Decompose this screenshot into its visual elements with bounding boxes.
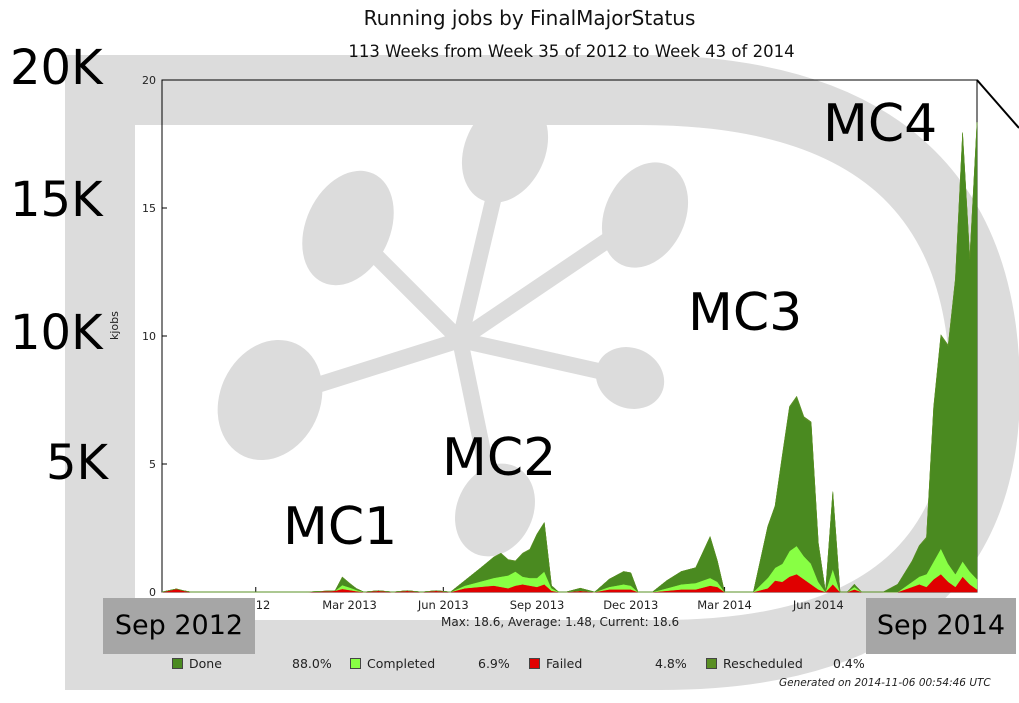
era-label-mc2: MC2 — [442, 428, 557, 488]
legend-item-rescheduled: Rescheduled — [706, 656, 803, 671]
era-label-mc1: MC1 — [283, 497, 398, 557]
watermark-outline — [65, 55, 1019, 690]
legend-label: Done — [189, 656, 222, 671]
legend-swatch-failed — [529, 658, 540, 669]
era-label-mc4: MC4 — [823, 94, 938, 154]
y-tick-label: 10 — [142, 330, 156, 343]
legend-item-failed: Failed — [529, 656, 582, 671]
legend-swatch-completed — [350, 658, 361, 669]
x-tick-label: Dec 2013 — [603, 598, 658, 612]
watermark-node — [601, 162, 689, 268]
watermark-node — [455, 463, 535, 557]
watermark-logo — [65, 55, 1019, 690]
legend-item-completed: Completed — [350, 656, 435, 671]
overlay-y-label-5k: 5K — [46, 435, 109, 491]
y-tick-label: 5 — [149, 458, 156, 471]
y-tick-label: 15 — [142, 202, 156, 215]
legend-pct-failed: 4.8% — [655, 656, 687, 671]
date-box-right: Sep 2014 — [866, 598, 1016, 654]
x-tick-label: Mar 2014 — [697, 598, 752, 612]
chart-title: Running jobs by FinalMajorStatus — [363, 6, 696, 30]
legend-pct-rescheduled: 0.4% — [833, 656, 865, 671]
generated-timestamp: Generated on 2014-11-06 00:54:46 UTC — [779, 677, 991, 689]
y-tick-label: 0 — [149, 586, 156, 599]
watermark-node — [302, 170, 394, 286]
legend-swatch-rescheduled — [706, 658, 717, 669]
y-tick-label: 20 — [142, 74, 156, 87]
legend-swatch-done — [172, 658, 183, 669]
x-tick-label: Jun 2014 — [792, 598, 844, 612]
legend-label: Rescheduled — [723, 656, 803, 671]
legend-label: Completed — [367, 656, 436, 671]
y-axis-label: kjobs — [108, 311, 121, 340]
legend-pct-completed: 6.9% — [478, 656, 510, 671]
overlay-y-label-10k: 10K — [10, 305, 103, 361]
legend-item-done: Done — [172, 656, 222, 671]
stats-line: Max: 18.6, Average: 1.48, Current: 18.6 — [441, 615, 680, 629]
x-tick-label: Sep 2013 — [510, 598, 565, 612]
x-tick-label: Jun 2013 — [417, 598, 469, 612]
watermark-node — [461, 97, 549, 203]
watermark-node — [217, 339, 323, 461]
era-label-mc3: MC3 — [688, 283, 803, 343]
callout-line — [976, 79, 1019, 129]
legend-pct-done: 88.0% — [292, 656, 332, 671]
series-area-rescheduled — [161, 122, 978, 593]
overlay-y-label-20k: 20K — [10, 40, 103, 96]
watermark-node — [595, 347, 665, 409]
legend-label: Failed — [546, 656, 583, 671]
date-box-left: Sep 2012 — [103, 598, 255, 654]
x-tick-label: Mar 2013 — [322, 598, 377, 612]
overlay-y-label-15k: 15K — [10, 172, 103, 228]
chart-subtitle: 113 Weeks from Week 35 of 2012 to Week 4… — [348, 42, 795, 61]
